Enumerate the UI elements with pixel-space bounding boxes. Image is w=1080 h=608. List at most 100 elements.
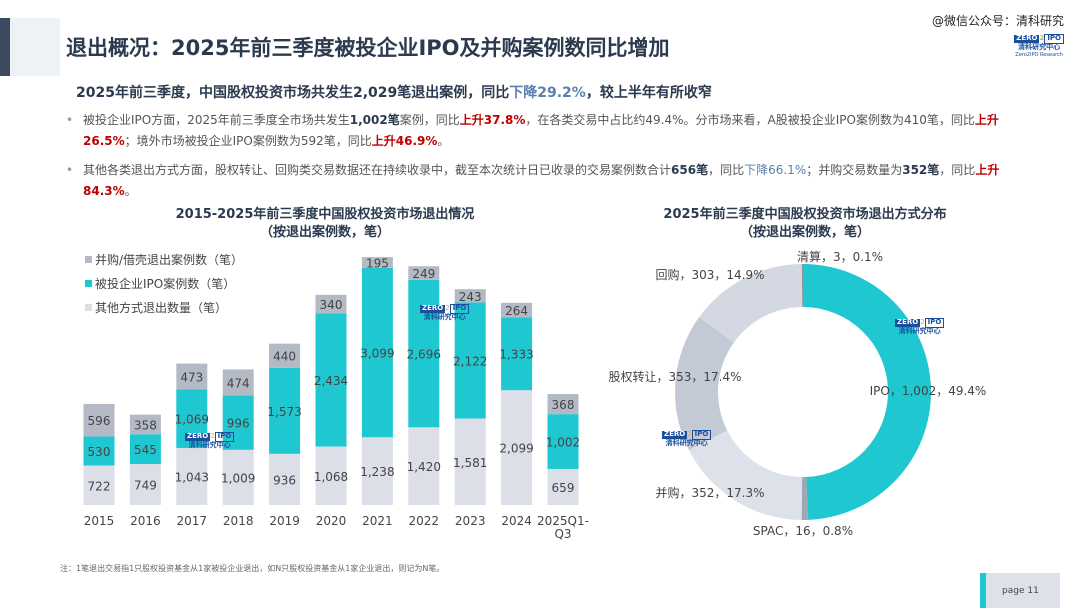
bar-value-label: 440 (273, 350, 296, 364)
bar-value-label: 659 (552, 481, 575, 495)
bar-segment (83, 465, 115, 505)
bar-segment (501, 302, 533, 318)
bar-value-label: 195 (366, 256, 389, 270)
bar-segment (129, 434, 161, 465)
donut-slice (699, 264, 803, 343)
bar-segment (501, 390, 533, 505)
bar-segment (129, 464, 161, 505)
bullet-text-part: ，同比 (939, 163, 976, 177)
x-tick-label: 2017 (177, 514, 208, 528)
bar-value-label: 474 (227, 376, 250, 390)
bullet-text-part: 上升46.9% (371, 134, 438, 148)
logo-two: 2 (1039, 34, 1045, 42)
bar-segment (83, 436, 115, 466)
bar-value-label: 1,581 (453, 456, 487, 470)
bullet-text-part: ，在各类交易中占比约49.4%。分市场来看，A股被投企业IPO案例数为410笔，… (525, 113, 975, 127)
bar-value-label: 264 (505, 304, 528, 318)
logo-zero: ZERO (1014, 34, 1040, 43)
watermark-logo: ZERO 2 IPO 清科研究中心 (662, 430, 712, 447)
donut-chart-title-text: 2025年前三季度中国股权投资市场退出方式分布 (663, 207, 947, 222)
bar-segment (361, 437, 393, 505)
x-tick-label: 2021 (362, 514, 393, 528)
stacked-bar-chart: 722 530 596 2015 749 545 358 2016 1,043 1,069 473 2… (83, 252, 589, 541)
bar-value-label: 1,068 (314, 470, 348, 484)
bar-segment (129, 414, 161, 435)
bar-segment (454, 289, 486, 303)
x-tick-label: 2019 (269, 514, 300, 528)
bar-value-label: 1,002 (546, 436, 580, 450)
bullet-text-part: ；并购交易数量为 (806, 163, 903, 177)
bullet-text-part: 352笔 (902, 163, 940, 177)
bullet-text-part: 上升26.5% (83, 113, 999, 148)
bullet-text-part: 其他各类退出方式方面，股权转让、回购类交易数据还在持续收录中，截至本次统计日已收… (83, 163, 672, 177)
bar-value-label: 2,434 (314, 374, 348, 388)
x-tick-label: 2016 (130, 514, 161, 528)
bar-segment (547, 414, 579, 469)
zero2ipo-logo: ZERO 2 IPO 清科研究中心 Zero2IPO Research (1014, 34, 1064, 59)
x-tick-label: 2020 (316, 514, 347, 528)
bar-segment (315, 313, 347, 447)
donut-chart-title: 2025年前三季度中国股权投资市场退出方式分布 （按退出案例数，笔） (600, 206, 1010, 242)
bar-value-label: 1,043 (175, 470, 209, 484)
bar-segment (315, 446, 347, 505)
donut-data-label: IPO，1,002，49.4% (870, 384, 987, 398)
bar-value-label: 358 (134, 418, 157, 432)
bullet-text-part: 。 (437, 134, 450, 148)
bar-segment (269, 453, 301, 505)
x-tick-label: 2023 (455, 514, 486, 528)
legend-swatch (85, 280, 92, 287)
bar-value-label: 1,069 (175, 413, 209, 427)
x-tick-label: 2018 (223, 514, 254, 528)
legend-swatch (85, 304, 92, 311)
bar-value-label: 3,099 (360, 347, 394, 361)
donut-slice (801, 476, 808, 520)
donut-chart-subtitle: （按退出案例数，笔） (739, 225, 870, 240)
donut-data-label: 股权转让，353，17.4% (608, 369, 741, 384)
bar-value-label: 249 (412, 267, 435, 281)
donut-data-label: SPAC，16，0.8% (753, 524, 853, 538)
bar-segment (315, 294, 347, 314)
bar-value-label: 1,009 (221, 471, 255, 485)
legend-swatch (85, 256, 92, 263)
donut-chart: IPO，1,002，49.4% SPAC，16，0.8% 并购，352，17.3% 股… (608, 249, 987, 538)
watermark-logo: ZERO 2 IPO 清科研究中心 (185, 432, 235, 449)
bar-segment (83, 403, 115, 437)
bar-value-label: 936 (273, 473, 296, 487)
donut-data-label: 回购，303，14.9% (655, 267, 764, 282)
bar-segment (408, 279, 440, 428)
bullet-text-part: 1,002笔 (349, 113, 400, 127)
watermark-logo: ZERO 2 IPO 清科研究中心 (895, 318, 945, 335)
bar-segment (408, 266, 440, 280)
bar-segment (454, 418, 486, 505)
bar-segment (547, 468, 579, 505)
title-accent-bar (0, 18, 10, 76)
bar-value-label: 368 (552, 398, 575, 412)
x-tick-label: 2025Q1- (537, 514, 589, 528)
bar-value-label: 1,573 (267, 405, 301, 419)
logo-cn: 清科研究中心 (1018, 42, 1061, 51)
bar-value-label: 1,333 (499, 348, 533, 362)
legend-label: 其他方式退出数量（笔） (95, 300, 227, 315)
bullet-ipo: 被投企业IPO方面，2025年前三季度全市场共发生1,002笔案例，同比上升37… (66, 110, 1026, 152)
donut-slice (688, 430, 803, 520)
watermark-logo: ZERO 2 IPO 清科研究中心 (420, 304, 470, 321)
bullet-text-part: 下降66.1% (744, 163, 807, 177)
bar-chart-subtitle: （按退出案例数，笔） (259, 225, 390, 240)
footnote: 注：1笔退出交易指1只股权投资基金从1家被投企业退出，如N只股权投资基金从1家企… (60, 564, 445, 573)
bar-segment (222, 449, 254, 505)
headline-text: 2025年前三季度，中国股权投资市场共发生2,029笔退出案例，同比 (76, 85, 510, 101)
bar-value-label: 243 (459, 290, 482, 304)
bar-value-label: 996 (227, 417, 250, 431)
bar-value-label: 473 (180, 371, 203, 385)
bar-segment (361, 257, 393, 268)
bar-segment (547, 394, 579, 415)
bar-value-label: 530 (88, 445, 111, 459)
page-title: 退出概况：2025年前三季度被投企业IPO及并购案例数同比增加 (66, 36, 670, 60)
bar-value-label: 340 (320, 298, 343, 312)
headline-tail: ，较上半年有所收窄 (585, 85, 712, 101)
x-tick-label: 2024 (501, 514, 532, 528)
logo-en: Zero2IPO Research (1015, 52, 1063, 59)
bar-value-label: 2,696 (407, 348, 441, 362)
donut-slice (675, 317, 734, 450)
bar-segment (408, 427, 440, 505)
